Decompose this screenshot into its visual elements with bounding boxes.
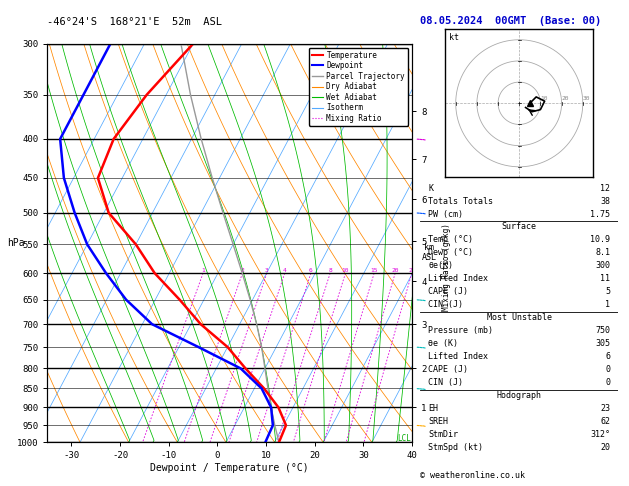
Text: 0: 0 bbox=[605, 365, 610, 374]
Text: StmDir: StmDir bbox=[428, 430, 458, 439]
Legend: Temperature, Dewpoint, Parcel Trajectory, Dry Adiabat, Wet Adiabat, Isotherm, Mi: Temperature, Dewpoint, Parcel Trajectory… bbox=[309, 48, 408, 126]
X-axis label: Dewpoint / Temperature (°C): Dewpoint / Temperature (°C) bbox=[150, 463, 309, 473]
Text: StmSpd (kt): StmSpd (kt) bbox=[428, 443, 483, 452]
Text: 62: 62 bbox=[601, 417, 610, 426]
Text: 1: 1 bbox=[605, 300, 610, 309]
Text: Mixing Ratio (g/kg): Mixing Ratio (g/kg) bbox=[442, 224, 451, 311]
Text: θe(K): θe(K) bbox=[428, 261, 453, 270]
Text: Pressure (mb): Pressure (mb) bbox=[428, 326, 493, 335]
Text: kt: kt bbox=[449, 34, 459, 42]
Text: 1: 1 bbox=[201, 268, 205, 273]
Text: 10: 10 bbox=[540, 96, 548, 101]
Y-axis label: km
ASL: km ASL bbox=[421, 243, 437, 262]
Text: 1.75: 1.75 bbox=[591, 209, 610, 219]
Text: 750: 750 bbox=[596, 326, 610, 335]
Text: 08.05.2024  00GMT  (Base: 00): 08.05.2024 00GMT (Base: 00) bbox=[420, 16, 601, 26]
Text: LCL: LCL bbox=[397, 434, 411, 443]
Text: Totals Totals: Totals Totals bbox=[428, 196, 493, 206]
Text: θe (K): θe (K) bbox=[428, 339, 458, 348]
Text: 2: 2 bbox=[240, 268, 244, 273]
Text: 3: 3 bbox=[265, 268, 269, 273]
Text: 11: 11 bbox=[601, 274, 610, 283]
Text: © weatheronline.co.uk: © weatheronline.co.uk bbox=[420, 471, 525, 480]
Text: 8: 8 bbox=[328, 268, 332, 273]
Text: 15: 15 bbox=[370, 268, 378, 273]
Text: 23: 23 bbox=[601, 404, 610, 413]
Text: CAPE (J): CAPE (J) bbox=[428, 365, 468, 374]
Text: 5: 5 bbox=[605, 287, 610, 296]
Text: 38: 38 bbox=[601, 196, 610, 206]
Text: CIN (J): CIN (J) bbox=[428, 300, 463, 309]
Text: 20: 20 bbox=[562, 96, 569, 101]
Text: 20: 20 bbox=[601, 443, 610, 452]
Text: CIN (J): CIN (J) bbox=[428, 378, 463, 387]
Text: 25: 25 bbox=[408, 268, 416, 273]
Text: PW (cm): PW (cm) bbox=[428, 209, 463, 219]
Text: EH: EH bbox=[428, 404, 438, 413]
Text: Surface: Surface bbox=[502, 223, 537, 231]
Text: Lifted Index: Lifted Index bbox=[428, 274, 488, 283]
Text: hPa: hPa bbox=[8, 238, 25, 248]
Text: 6: 6 bbox=[605, 352, 610, 361]
Text: 312°: 312° bbox=[591, 430, 610, 439]
Text: K: K bbox=[428, 184, 433, 192]
Text: 6: 6 bbox=[309, 268, 313, 273]
Text: 0: 0 bbox=[605, 378, 610, 387]
Text: 10.9: 10.9 bbox=[591, 235, 610, 244]
Text: SREH: SREH bbox=[428, 417, 448, 426]
Text: Hodograph: Hodograph bbox=[497, 391, 542, 400]
Text: 12: 12 bbox=[601, 184, 610, 192]
Text: 4: 4 bbox=[283, 268, 287, 273]
Text: Lifted Index: Lifted Index bbox=[428, 352, 488, 361]
Text: 10: 10 bbox=[342, 268, 349, 273]
Text: 20: 20 bbox=[391, 268, 399, 273]
Text: Temp (°C): Temp (°C) bbox=[428, 235, 473, 244]
Text: CAPE (J): CAPE (J) bbox=[428, 287, 468, 296]
Text: -46°24'S  168°21'E  52m  ASL: -46°24'S 168°21'E 52m ASL bbox=[47, 17, 222, 27]
Text: 30: 30 bbox=[582, 96, 590, 101]
Text: 8.1: 8.1 bbox=[596, 248, 610, 258]
Text: 300: 300 bbox=[596, 261, 610, 270]
Text: Most Unstable: Most Unstable bbox=[487, 313, 552, 322]
Text: 305: 305 bbox=[596, 339, 610, 348]
Text: Dewp (°C): Dewp (°C) bbox=[428, 248, 473, 258]
